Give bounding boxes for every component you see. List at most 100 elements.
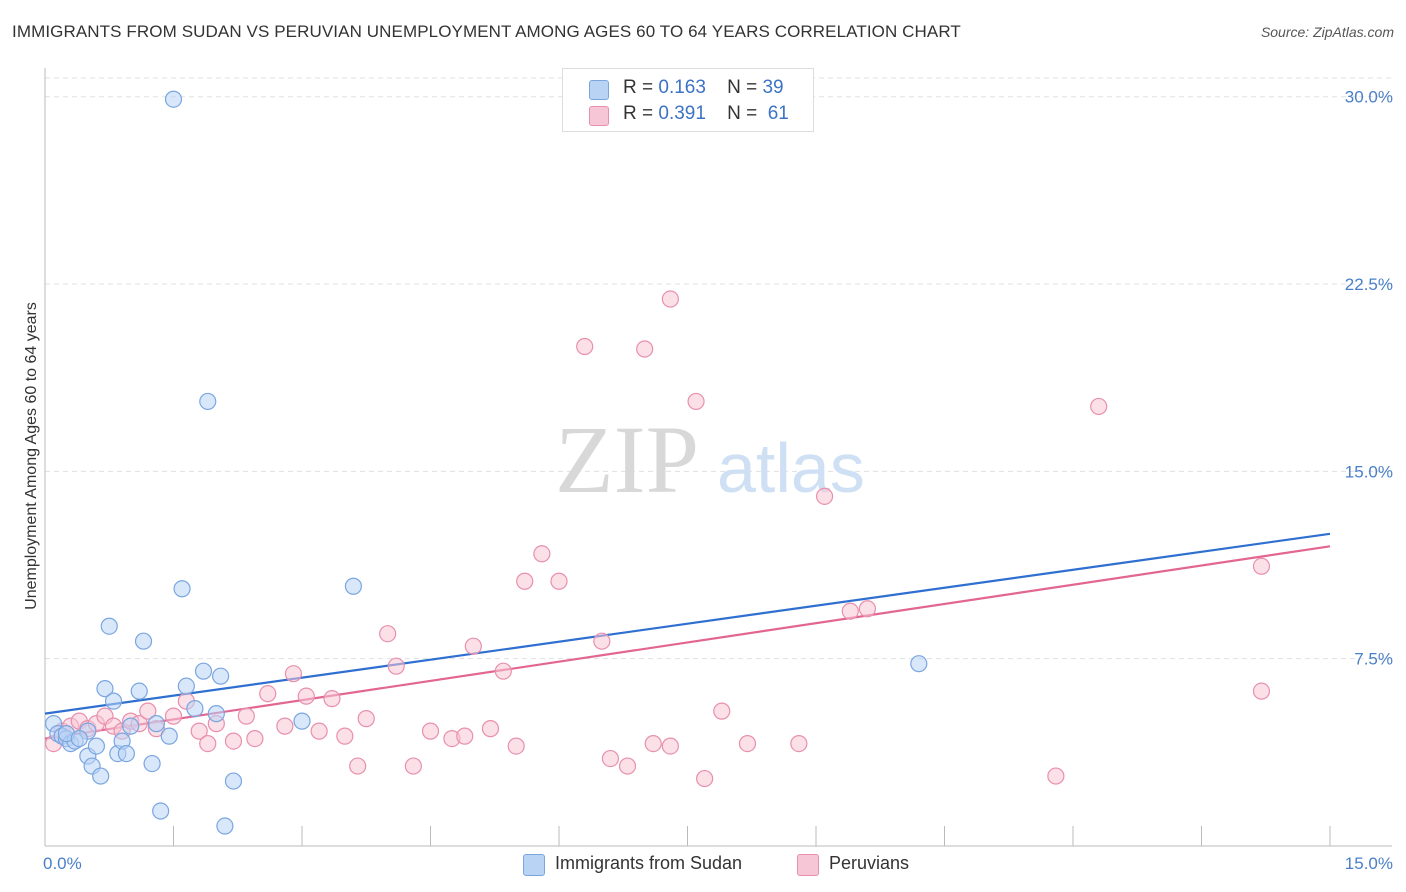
y-axis-label: Unemployment Among Ages 60 to 64 years [23,302,40,610]
peru-point [421,722,440,740]
axis-layer [44,68,1392,847]
peru-point [190,722,208,740]
peru-point [237,707,255,725]
grid-layer [45,77,1392,660]
peru-point [858,600,877,618]
legend-r-label: R = [623,103,654,124]
y-tick-label: 22.5% [1345,275,1393,294]
peru-point [713,702,731,720]
peru-point [516,572,534,590]
peru-point [738,734,757,753]
sudan-point [207,705,225,723]
sudan-point [194,662,213,680]
sudan-swatch [589,80,609,100]
peru-point [661,290,679,308]
y-tick-label: 15.0% [1345,462,1393,481]
bottom-legend-peru-label: Peruvians [829,853,910,873]
peru-point [593,632,611,650]
sudan-point [164,90,183,108]
peru-point [456,727,474,745]
sudan-point [344,577,362,595]
peru-point [297,687,315,705]
sudan-point [212,667,230,685]
peru-swatch [797,854,819,876]
sudan-point [134,632,153,650]
y-tick-label: 7.5% [1354,650,1393,669]
peru-point [164,707,183,725]
sudan-point [147,715,165,733]
trend-layer [44,532,1331,740]
peru-point [310,722,328,740]
peru-point [790,734,808,753]
peru-point [618,757,637,775]
peru-point [246,730,264,748]
peru-point [481,720,500,738]
points-layer [44,90,1271,835]
peru-point [349,757,367,775]
chart-source: Source: ZipAtlas.com [1260,24,1394,40]
peru-point [224,732,243,750]
peru-point [507,737,525,755]
sudan-point [152,802,170,820]
peru-trend-line [44,545,1331,740]
sudan-point [216,817,234,835]
legend-n-label: N = [727,103,758,124]
legend-r-value: 0.391 [658,103,706,124]
peru-point [841,602,859,620]
sudan-point [224,772,243,790]
peru-point [1047,767,1065,785]
peru-point [550,572,568,590]
peru-point [139,702,157,720]
sudan-point [96,680,114,698]
sudan-point [293,712,311,730]
peru-point [284,665,303,683]
sudan-point [910,655,928,673]
sudan-point [100,617,118,635]
peru-point [357,710,375,728]
peru-point [533,545,551,563]
legend-n-label: N = [727,77,758,98]
x-tick-label: 15.0% [1345,854,1393,873]
peru-point [336,727,354,745]
sudan-point [186,700,204,718]
peru-point [259,685,277,703]
peru-point [576,337,594,356]
stats-legend: R = 0.163 N = 39 R = 0.391 N = 61 [562,68,814,132]
peru-swatch [589,106,609,126]
sudan-point [173,580,191,598]
peru-point [1252,557,1271,575]
legend-n-value: 61 [767,103,789,124]
legend-r-label: R = [623,77,654,98]
sudan-point [104,692,123,710]
label-layer: 7.5% 15.0% 22.5% 30.0% 0.0% 15.0% Unemployment… [23,88,1393,873]
chart-title: IMMIGRANTS FROM SUDAN VS PERUVIAN UNEMPL… [12,22,961,41]
peru-point [387,657,405,675]
sudan-point [199,392,217,411]
peru-point [464,637,482,655]
peru-point [644,734,662,753]
sudan-point [122,717,140,735]
legend-r-value: 0.163 [658,77,706,98]
peru-point [494,662,512,680]
sudan-point [177,677,195,695]
bottom-legend-sudan-label: Immigrants from Sudan [555,853,743,873]
sudan-swatch [523,854,545,876]
peru-point [276,717,294,735]
peru-point [404,757,422,775]
bottom-legend-sudan: Immigrants from Sudan [523,853,773,877]
sudan-point [92,767,110,785]
sudan-point [160,727,178,745]
sudan-trend-line [44,532,1331,715]
legend-n-value: 39 [762,77,784,98]
sudan-point [70,730,88,748]
peru-point [601,749,620,768]
peru-point [687,392,705,411]
peru-point [815,487,834,505]
sudan-point [143,754,161,773]
sudan-point [87,737,106,755]
x-tick-label: 0.0% [43,854,82,873]
peru-point [1252,682,1271,700]
sudan-point [130,682,148,700]
bottom-legend-peru: Peruvians [797,853,947,877]
